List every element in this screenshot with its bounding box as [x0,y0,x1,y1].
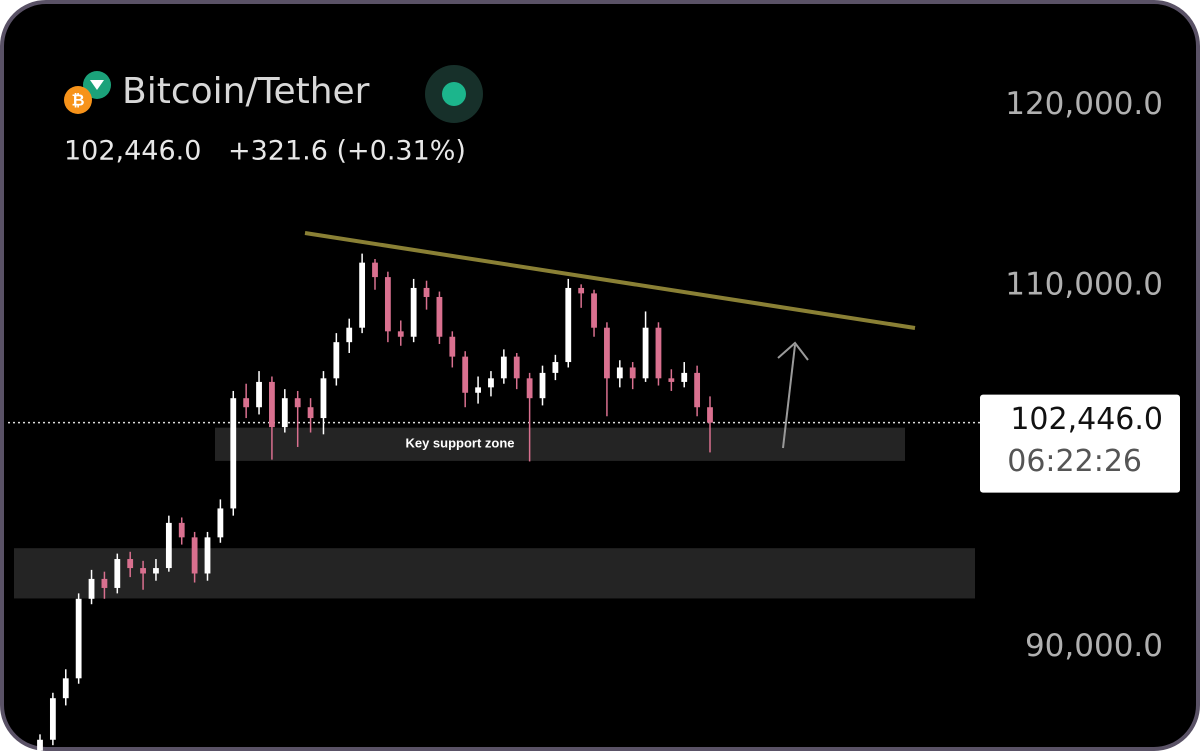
candle-body [410,287,417,337]
candle-body [616,367,623,379]
candle-body [281,398,288,428]
candle-body [384,277,391,332]
candle-body [75,598,82,679]
candle-body [191,537,198,574]
candle-body [307,407,314,419]
candle-body [127,559,134,569]
candle-body [256,381,262,408]
status-dot[interactable] [442,82,466,106]
candle-body [153,568,159,574]
candle-body [320,378,327,419]
candle-body [513,356,520,379]
zones: Key support zone [8,421,980,599]
symbol-name: Bitcoin/Tether [122,71,370,112]
candle-body [140,568,146,574]
countdown: 06:22:26 [1007,444,1142,479]
candle-body [436,296,443,337]
candle-body [552,362,559,373]
candle-body [204,537,211,574]
candle-body [230,398,237,509]
svg-text:₿: ₿ [71,91,84,110]
candle-body [88,578,95,599]
candle-body [333,342,340,379]
candle-body [488,378,494,388]
candle-body [475,387,481,393]
candle-body [37,739,43,751]
candle-body [681,372,688,382]
candle-body [462,356,469,393]
candle-body [629,367,636,379]
y-tick-label: 90,000.0 [1025,628,1163,664]
y-tick-label: 120,000.0 [1005,86,1163,122]
candle-body [539,372,546,399]
candle-body [642,327,649,379]
candle-body [372,262,378,278]
candle-body [165,522,172,569]
trend-line [304,231,916,330]
up-arrow [777,341,809,449]
zone [215,427,905,461]
candle-body [655,327,662,379]
last-price-box [980,394,1180,493]
candle-body [101,578,108,588]
candle-body [423,287,430,297]
header-price: 102,446.0 [64,136,201,167]
price-axis: 120,000.0 110,000.0 90,000.0 102,446.0 06:22… [980,86,1180,664]
candle-body [500,356,507,379]
candle-body [591,293,597,328]
candle-body [578,287,585,294]
candle-body [178,522,185,538]
candle-body [269,381,275,428]
candle-body [114,559,121,588]
candle-body [397,331,404,337]
zone-label: Key support zone [405,436,514,451]
candle-body [526,378,533,399]
zone [14,548,975,599]
candle-body [449,336,456,357]
candle-body [243,398,250,408]
candle-body [62,678,69,699]
candles [37,253,713,755]
candle-body [565,287,572,363]
candle-body [359,262,366,328]
symbol-icon: ₿ [64,71,111,114]
candle-body [294,398,301,408]
candle-body [668,378,675,382]
candle-body [49,698,56,740]
y-tick-label: 110,000.0 [1005,267,1163,303]
candle-body [604,327,610,379]
candle-body [694,372,701,408]
header-change: +321.6 (+0.31%) [228,136,466,167]
last-price-label: 102,446.0 [1010,402,1163,437]
candle-body [707,407,713,423]
candle-body [346,327,353,343]
candle-body [217,508,224,538]
